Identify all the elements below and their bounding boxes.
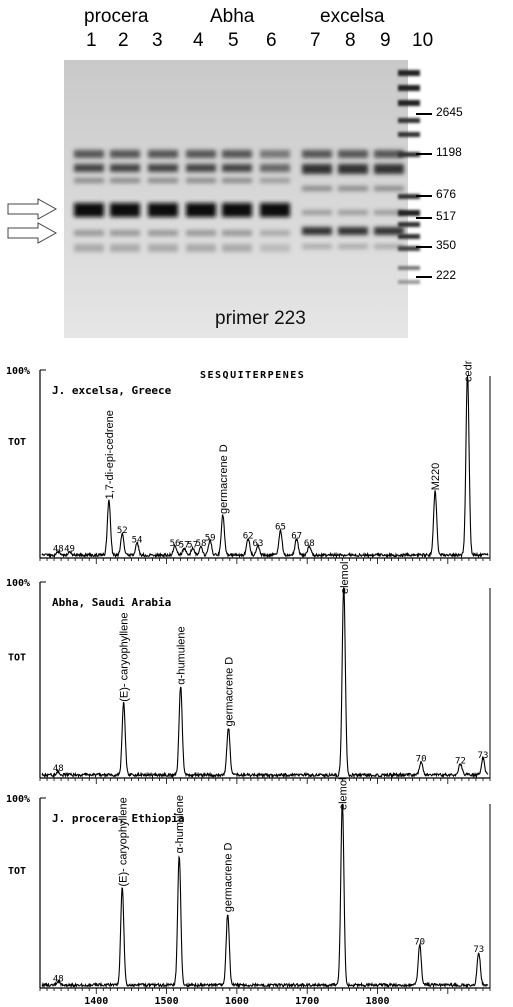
lane-number: 7 (310, 30, 321, 51)
marker-tick (416, 276, 432, 278)
lane-number: 10 (412, 30, 434, 51)
chromatograms: 100% TOT SESQUITERPENES J. excelsa, Greece 1… (6, 360, 491, 1007)
peak-number-label: 63 (253, 539, 264, 549)
chromatogram-trace (41, 375, 489, 559)
lane-number: 5 (228, 30, 239, 51)
peak-number-label: 70 (416, 755, 427, 765)
marker-size-label: 517 (436, 209, 457, 223)
marker-tick (416, 113, 432, 115)
gel-image (64, 60, 408, 338)
chromatogram-panel: 100% TOT J. procera, Ethiopia 48 (E)- caryop… (6, 778, 491, 1007)
chromatogram-panel: 100% TOT SESQUITERPENES J. excelsa, Greece 1… (6, 360, 491, 564)
peak-number-label: 52 (117, 526, 128, 536)
arrow-right-icon (7, 222, 58, 244)
marker-tick (416, 153, 432, 155)
peak-number-label: 70 (414, 938, 425, 948)
peak-compound-label: germacrene D (223, 842, 235, 912)
peak-number-label: 59 (205, 533, 216, 543)
peak-number-label: 67 (291, 532, 302, 542)
x-tick-label: 1400 (84, 996, 108, 1007)
ladder-lane (398, 70, 420, 284)
peak-number-label: 68 (304, 539, 315, 549)
peak-compound-label: α-humulene (176, 626, 188, 684)
peak-compound-label: (E)- caryophyllene (119, 613, 131, 702)
lane-number: 3 (152, 30, 163, 51)
x-tick-label: 1700 (295, 996, 319, 1007)
chromatogram-panel: 100% TOT Abha, Saudi Arabia 48 (E)- caryophy… (6, 562, 491, 784)
peak-compound-label: cedrol (463, 360, 475, 382)
gel-bands (64, 60, 408, 338)
peak-number-label: 56 (170, 539, 181, 549)
peak-number-label: 48 (53, 764, 64, 774)
chromatogram-trace (41, 803, 489, 989)
y-mid-label: TOT (8, 652, 26, 663)
marker-size-label: 676 (436, 187, 457, 201)
peak-compound-label: elemol (337, 778, 349, 810)
lane-number: 2 (118, 30, 129, 51)
arrow-right-icon (7, 198, 58, 220)
peak-number-label: 73 (478, 751, 489, 761)
y-top-label: 100% (6, 578, 30, 589)
peak-compound-label: M220 (430, 463, 442, 491)
peak-number-label: 65 (275, 523, 286, 533)
peak-number-label: 72 (455, 757, 466, 767)
lane-number: 4 (193, 30, 204, 51)
group-label-abha: Abha (210, 6, 255, 27)
gel-caption: primer 223 (215, 308, 306, 329)
chart-subtitle: J. excelsa, Greece (52, 384, 172, 397)
peak-compound-label: α-humulene (174, 795, 186, 853)
marker-size-label: 350 (436, 238, 457, 252)
lane-number: 1 (86, 30, 97, 51)
peak-number-label: 48 (53, 974, 64, 984)
x-tick-label: 1800 (365, 996, 389, 1007)
y-top-label: 100% (6, 366, 30, 377)
y-mid-label: TOT (8, 437, 26, 448)
peak-compound-label: elemol (339, 562, 351, 594)
peak-compound-label: (E)- caryophyllene (117, 797, 129, 886)
peak-number-label: 58 (196, 539, 207, 549)
group-label-excelsa: excelsa (320, 6, 385, 27)
x-tick-label: 1500 (155, 996, 179, 1007)
group-label-procera: procera (84, 6, 149, 27)
peak-compound-label: germacrene D (218, 444, 230, 514)
peak-number-label: 48 (53, 544, 64, 554)
chart-subtitle: J. procera, Ethiopia (52, 812, 184, 825)
peak-compound-label: 1,7-di-epi-cedrene (104, 410, 116, 499)
peak-number-label: 73 (473, 945, 484, 955)
y-mid-label: TOT (8, 866, 26, 877)
chromatogram-trace (41, 587, 489, 779)
peak-number-label: 57 (179, 541, 190, 551)
chart-subtitle: Abha, Saudi Arabia (52, 596, 171, 609)
peak-number-label: 54 (132, 535, 143, 545)
lane-number: 8 (345, 30, 356, 51)
marker-tick (416, 195, 432, 197)
marker-size-label: 2645 (436, 105, 463, 119)
lane-number: 6 (266, 30, 277, 51)
marker-size-label: 222 (436, 268, 457, 282)
peak-number-label: 57 (187, 541, 198, 551)
x-tick-label: 1600 (225, 996, 249, 1007)
peak-compound-label: germacrene D (223, 657, 235, 727)
peak-number-label: 49 (64, 544, 75, 554)
peak-number-label: 62 (243, 532, 254, 542)
lane-number: 9 (380, 30, 391, 51)
y-top-label: 100% (6, 794, 30, 805)
chart-title: SESQUITERPENES (200, 370, 305, 381)
marker-tick (416, 246, 432, 248)
marker-tick (416, 217, 432, 219)
marker-size-label: 1198 (436, 145, 462, 159)
